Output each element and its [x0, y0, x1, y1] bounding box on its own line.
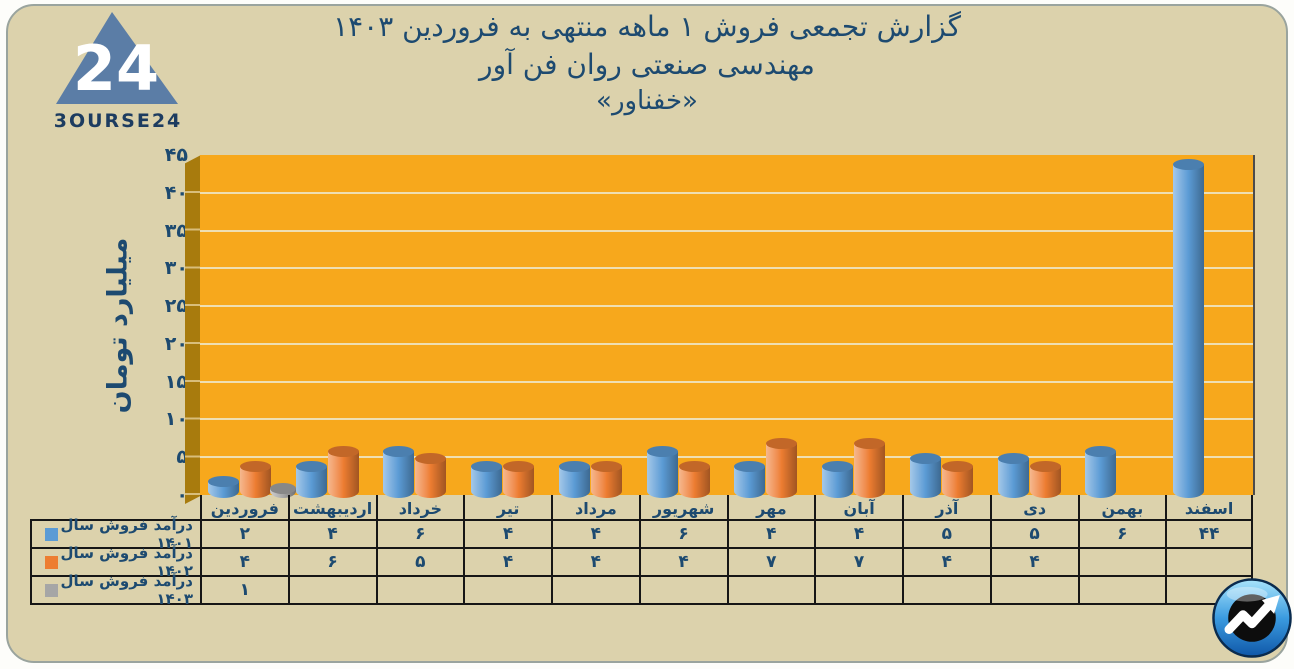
- report-card: 24 3OURSE24 گزارش تجمعی فروش ۱ ماهه منته…: [6, 4, 1292, 663]
- series-label-cell: درآمد فروش سال ۱۴۰۱: [30, 516, 200, 552]
- table-value-cell: ۴: [638, 549, 727, 577]
- table-value-cell: [989, 577, 1078, 605]
- table-value-cell: ۴: [200, 549, 288, 577]
- y-tick-label: ۳۰: [164, 257, 188, 280]
- table-value-cell: ۲: [200, 521, 288, 549]
- month-header-cell: اردیبهشت: [287, 495, 376, 521]
- table-value-cell: ۷: [726, 549, 815, 577]
- ticker-symbol: «خفناور»: [596, 86, 698, 116]
- gridline: [200, 418, 1253, 421]
- month-header-cell: تیر: [463, 495, 551, 521]
- table-value-cell: ۶: [1077, 521, 1166, 549]
- plot-right-border: [1253, 155, 1255, 495]
- table-value-cell: ۴: [989, 549, 1078, 577]
- table-value-cell: ۴: [551, 521, 639, 549]
- table-value-cell: ۵: [375, 549, 464, 577]
- month-header-cell: شهریور: [638, 495, 727, 521]
- plot-3d-side-wall: [185, 155, 201, 504]
- table-value-cell: ۴۴: [1165, 521, 1253, 549]
- table-value-cell: [902, 577, 990, 605]
- table-value-cell: [638, 577, 727, 605]
- table-value-cell: ۴: [902, 549, 990, 577]
- plot-area: [200, 155, 1253, 495]
- month-header-cell: مرداد: [551, 495, 639, 521]
- gridline: [200, 380, 1253, 383]
- bourse24-logo: 24 3OURSE24: [46, 10, 190, 132]
- month-header-cell: فروردین: [200, 495, 288, 521]
- table-value-cell: ۴: [463, 549, 551, 577]
- gridline: [200, 229, 1253, 232]
- bourse-news-icon: [1212, 578, 1292, 658]
- table-corner-spacer: [30, 495, 200, 521]
- y-tick-label: ۳۵: [164, 219, 188, 242]
- month-header-cell: مهر: [726, 495, 815, 521]
- month-header-cell: بهمن: [1077, 495, 1166, 521]
- y-tick-label: ۱۰: [164, 408, 188, 431]
- month-header-cell: اسفند: [1165, 495, 1253, 521]
- table-value-cell: ۵: [902, 521, 990, 549]
- table-value-cell: [1077, 577, 1166, 605]
- table-value-cell: [1165, 549, 1253, 577]
- company-name: مهندسی صنعتی روان فن آور: [479, 48, 815, 81]
- month-header-cell: آبان: [814, 495, 902, 521]
- series-label-cell: درآمد فروش سال ۱۴۰۳: [30, 572, 200, 608]
- gridline: [200, 342, 1253, 345]
- table-value-cell: [551, 577, 639, 605]
- table-value-cell: [1077, 549, 1166, 577]
- table-value-cell: ۴: [814, 521, 902, 549]
- table-value-cell: [726, 577, 815, 605]
- table-value-cell: ۴: [551, 549, 639, 577]
- y-axis-ticks: ۴۵ ۴۰ ۳۵ ۳۰ ۲۵ ۲۰ ۱۵ ۱۰ ۵ ۰: [116, 144, 188, 506]
- table-value-cell: [814, 577, 902, 605]
- y-tick-label: ۲۰: [164, 332, 188, 355]
- legend-swatch: [45, 583, 58, 597]
- data-table: فروردین اردیبهشت خرداد تیر مرداد شهریور مهر آبا…: [30, 495, 1253, 608]
- table-value-cell: ۱: [200, 577, 288, 605]
- y-tick-label: ۵: [176, 446, 188, 469]
- table-value-cell: [375, 577, 464, 605]
- table-value-cell: ۶: [287, 549, 376, 577]
- series-label: درآمد فروش سال ۱۴۰۳: [60, 572, 193, 608]
- table-value-cell: ۶: [375, 521, 464, 549]
- legend-swatch: [45, 555, 58, 569]
- y-tick-label: ۴۰: [164, 181, 188, 204]
- table-value-cell: ۴: [726, 521, 815, 549]
- chart-titles: گزارش تجمعی فروش ۱ ماهه منتهی به فروردین…: [208, 8, 1086, 118]
- month-header-cell: آذر: [902, 495, 990, 521]
- y-tick-label: ۴۵: [164, 144, 188, 166]
- table-value-cell: ۴: [287, 521, 376, 549]
- gridline: [200, 191, 1253, 194]
- y-tick-label: ۲۵: [164, 295, 188, 318]
- logo-numeral: 24: [73, 32, 159, 105]
- gridline: [200, 456, 1253, 459]
- table-value-cell: ۵: [989, 521, 1078, 549]
- table-value-cell: [463, 577, 551, 605]
- y-tick-label: ۰: [176, 484, 188, 506]
- y-tick-label: ۱۵: [164, 370, 188, 393]
- table-value-cell: ۷: [814, 549, 902, 577]
- logo-brand-text: 3OURSE24: [53, 110, 183, 132]
- table-value-cell: ۶: [638, 521, 727, 549]
- gridline: [200, 267, 1253, 270]
- series-label-cell: درآمد فروش سال ۱۴۰۲: [30, 544, 200, 580]
- table-value-cell: [287, 577, 376, 605]
- report-title: گزارش تجمعی فروش ۱ ماهه منتهی به فروردین…: [333, 10, 961, 43]
- gridline: [200, 305, 1253, 308]
- month-header-cell: دی: [989, 495, 1078, 521]
- series-label: درآمد فروش سال ۱۴۰۱: [60, 516, 193, 552]
- month-header-cell: خرداد: [375, 495, 464, 521]
- table-value-cell: ۴: [463, 521, 551, 549]
- legend-swatch: [45, 527, 58, 541]
- series-label: درآمد فروش سال ۱۴۰۲: [60, 544, 193, 580]
- bourse24-triangle-icon: 24: [56, 12, 178, 105]
